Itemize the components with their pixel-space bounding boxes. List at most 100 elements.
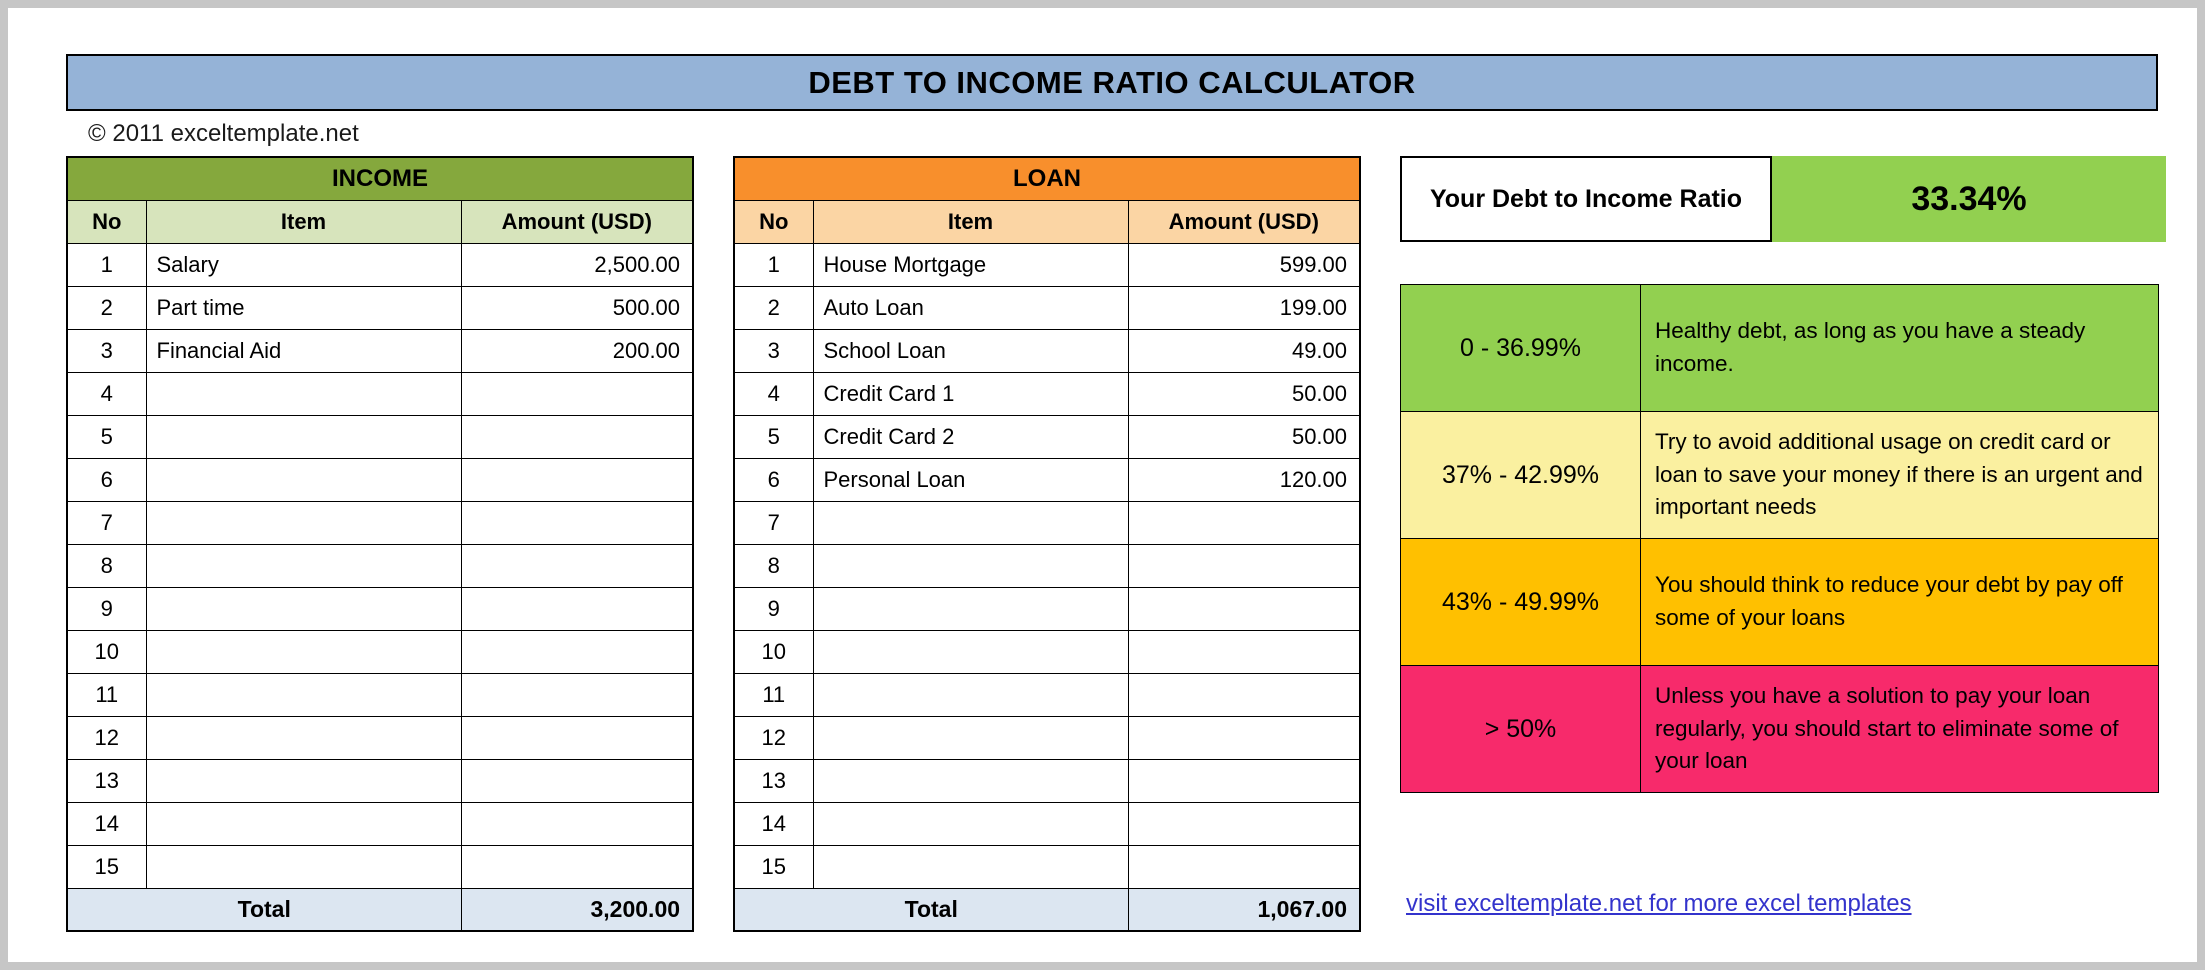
amount-cell[interactable] [460,715,694,760]
income-table: INCOME No Item Amount (USD) 1 Salary 2,500… [66,156,695,932]
amount-cell[interactable] [460,758,694,803]
loan-title-row: LOAN [733,156,1361,201]
amount-cell[interactable] [1127,844,1361,889]
amount-cell[interactable] [1127,543,1361,588]
row-number-cell: 10 [66,629,147,674]
amount-cell[interactable]: 200.00 [460,328,694,373]
row-number-cell: 4 [733,371,814,416]
item-cell[interactable] [145,629,462,674]
row-number-cell: 3 [66,328,147,373]
item-cell[interactable]: Personal Loan [812,457,1129,502]
item-cell[interactable] [812,672,1129,717]
row-number-cell: 6 [733,457,814,502]
loan-total-value: 1,067.00 [1127,887,1361,932]
item-cell[interactable] [145,371,462,416]
amount-cell[interactable] [1127,801,1361,846]
row-number-cell: 13 [733,758,814,803]
item-cell[interactable] [145,715,462,760]
loan-total-row: Total 1,067.00 [733,887,1361,932]
table-row: 4 Credit Card 1 50.00 [733,371,1361,416]
amount-cell[interactable] [1127,758,1361,803]
item-cell[interactable] [812,801,1129,846]
item-cell[interactable]: Part time [145,285,462,330]
amount-cell[interactable] [460,371,694,416]
amount-cell[interactable] [460,672,694,717]
table-row: 6 [66,457,694,502]
table-row: 9 [733,586,1361,631]
item-cell[interactable] [145,457,462,502]
income-header-row: No Item Amount (USD) [66,199,694,244]
row-number-cell: 11 [66,672,147,717]
amount-cell[interactable] [460,500,694,545]
amount-cell[interactable]: 199.00 [1127,285,1361,330]
item-cell[interactable] [145,586,462,631]
item-cell[interactable]: Credit Card 1 [812,371,1129,416]
footer-link[interactable]: visit exceltemplate.net for more excel t… [1406,890,1912,917]
amount-cell[interactable] [1127,629,1361,674]
income-table-title: INCOME [66,156,694,201]
row-number-cell: 1 [66,242,147,287]
row-number-cell: 14 [733,801,814,846]
item-cell[interactable] [812,758,1129,803]
loan-col-item: Item [812,199,1129,244]
legend-row: 43% - 49.99% You should think to reduce y… [1400,538,2159,666]
row-number-cell: 12 [66,715,147,760]
legend-description: Try to avoid additional usage on credit … [1640,411,2159,539]
item-cell[interactable]: Auto Loan [812,285,1129,330]
table-row: 3 School Loan 49.00 [733,328,1361,373]
table-row: 10 [733,629,1361,674]
amount-cell[interactable]: 500.00 [460,285,694,330]
amount-cell[interactable] [1127,586,1361,631]
row-number-cell: 8 [66,543,147,588]
row-number-cell: 2 [66,285,147,330]
table-row: 1 Salary 2,500.00 [66,242,694,287]
amount-cell[interactable] [460,844,694,889]
amount-cell[interactable]: 50.00 [1127,414,1361,459]
table-row: 11 [733,672,1361,717]
amount-cell[interactable]: 50.00 [1127,371,1361,416]
row-number-cell: 10 [733,629,814,674]
item-cell[interactable] [145,801,462,846]
item-cell[interactable] [812,500,1129,545]
amount-cell[interactable]: 49.00 [1127,328,1361,373]
amount-cell[interactable]: 120.00 [1127,457,1361,502]
item-cell[interactable]: House Mortgage [812,242,1129,287]
item-cell[interactable]: Salary [145,242,462,287]
amount-cell[interactable]: 599.00 [1127,242,1361,287]
item-cell[interactable] [812,543,1129,588]
item-cell[interactable] [145,414,462,459]
loan-table-body: 1 House Mortgage 599.00 2 Auto Loan 199.00 3 Sc… [733,242,1361,889]
row-number-cell: 14 [66,801,147,846]
amount-cell[interactable] [1127,500,1361,545]
table-row: 15 [733,844,1361,889]
amount-cell[interactable] [1127,715,1361,760]
item-cell[interactable] [812,715,1129,760]
amount-cell[interactable] [460,801,694,846]
amount-cell[interactable] [460,414,694,459]
table-row: 7 [733,500,1361,545]
row-number-cell: 1 [733,242,814,287]
item-cell[interactable] [812,844,1129,889]
item-cell[interactable] [145,500,462,545]
loan-col-no: No [733,199,814,244]
table-row: 5 [66,414,694,459]
item-cell[interactable]: School Loan [812,328,1129,373]
item-cell[interactable] [145,758,462,803]
item-cell[interactable] [812,629,1129,674]
item-cell[interactable]: Credit Card 2 [812,414,1129,459]
amount-cell[interactable] [460,543,694,588]
table-row: 15 [66,844,694,889]
amount-cell[interactable] [460,629,694,674]
amount-cell[interactable] [1127,672,1361,717]
loan-col-amount: Amount (USD) [1127,199,1361,244]
item-cell[interactable] [145,844,462,889]
loan-total-label: Total [733,887,1129,932]
item-cell[interactable] [145,543,462,588]
item-cell[interactable] [812,586,1129,631]
amount-cell[interactable] [460,586,694,631]
item-cell[interactable] [145,672,462,717]
amount-cell[interactable]: 2,500.00 [460,242,694,287]
item-cell[interactable]: Financial Aid [145,328,462,373]
amount-cell[interactable] [460,457,694,502]
